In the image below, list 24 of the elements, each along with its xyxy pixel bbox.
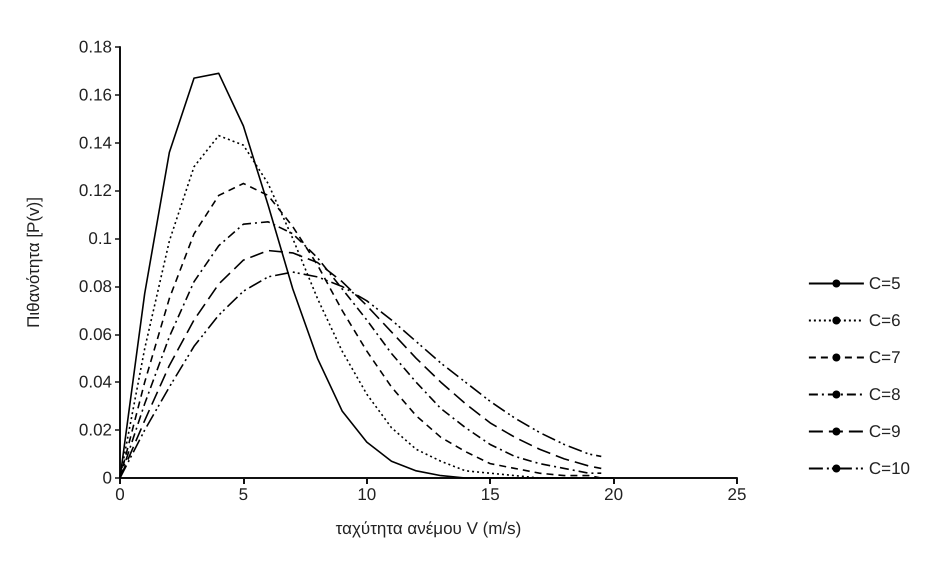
x-tick-label: 5 xyxy=(238,485,248,504)
x-axis-title: ταχύτητα ανέμου V (m/s) xyxy=(336,519,522,538)
y-tick-label: 0.04 xyxy=(78,372,112,392)
x-tick-label: 20 xyxy=(604,485,624,504)
y-tick-label: 0.08 xyxy=(78,276,112,296)
y-tick-label: 0.12 xyxy=(78,181,112,200)
y-tick-label: 0.14 xyxy=(78,133,112,152)
legend-label: C=6 xyxy=(868,311,901,330)
y-tick-label: 0.18 xyxy=(78,38,112,56)
y-tick-label: 0.02 xyxy=(78,420,112,440)
y-tick-label: 0.06 xyxy=(78,324,112,344)
y-axis-title: Πιθανότητα [P(v)] xyxy=(24,197,43,328)
x-tick-label: 25 xyxy=(728,485,746,504)
legend-label: C=10 xyxy=(868,459,910,478)
x-tick-label: 10 xyxy=(357,485,376,504)
x-tick-label: 15 xyxy=(480,485,500,504)
y-tick-label: 0.1 xyxy=(88,229,112,248)
legend-label: C=8 xyxy=(868,385,901,404)
x-tick-label: 0 xyxy=(115,485,125,504)
legend-label: C=9 xyxy=(868,422,901,441)
y-tick-label: 0 xyxy=(102,468,112,488)
y-tick-label: 0.16 xyxy=(78,85,112,104)
legend-label: C=5 xyxy=(868,274,901,293)
legend-label: C=7 xyxy=(868,348,901,367)
